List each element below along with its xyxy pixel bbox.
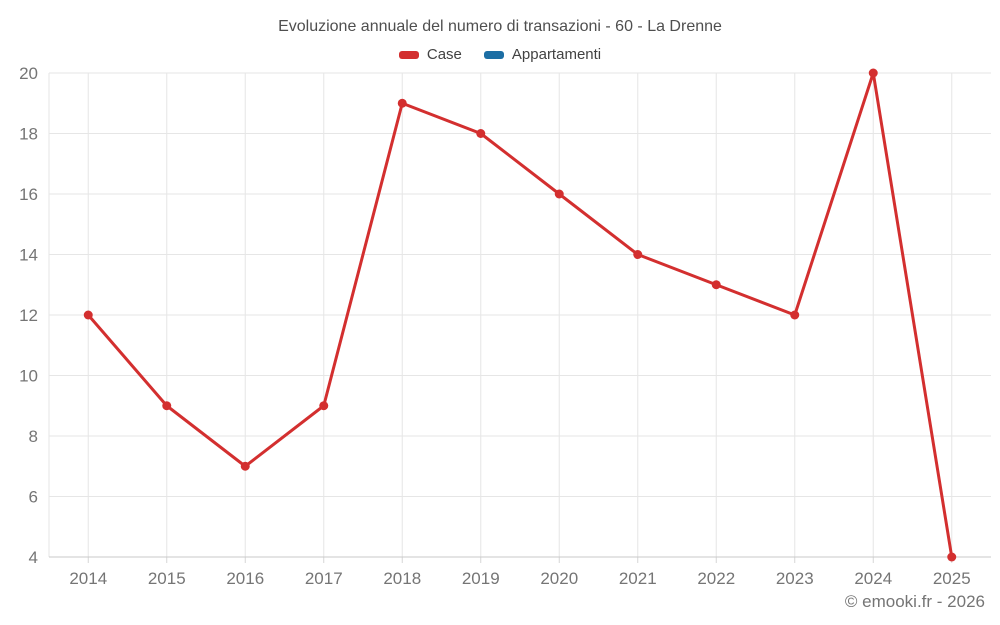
data-point-2018[interactable] xyxy=(397,98,407,108)
x-axis-tick-label: 2021 xyxy=(619,569,657,588)
data-point-2025[interactable] xyxy=(947,552,957,562)
data-point-2016[interactable] xyxy=(240,461,250,471)
watermark: © emooki.fr - 2026 xyxy=(844,592,985,611)
legend-swatch-case xyxy=(398,50,419,59)
y-axis-tick-label: 8 xyxy=(29,427,38,446)
x-axis-tick-label: 2020 xyxy=(540,569,578,588)
legend-swatch-appartamenti xyxy=(483,50,504,59)
y-axis-tick-label: 16 xyxy=(19,185,38,204)
x-axis-tick-label: 2022 xyxy=(697,569,735,588)
data-point-2019[interactable] xyxy=(476,129,486,138)
legend-item-case[interactable]: Case xyxy=(398,46,462,63)
y-axis-tick-label: 20 xyxy=(19,64,38,83)
x-axis-tick-label: 2023 xyxy=(776,569,814,588)
x-axis-tick-label: 2024 xyxy=(854,569,892,588)
y-axis-tick-label: 14 xyxy=(19,245,38,264)
data-point-2020[interactable] xyxy=(554,189,564,199)
data-point-2024[interactable] xyxy=(868,68,878,78)
series-line-case xyxy=(86,71,954,559)
legend: Case Appartamenti xyxy=(0,46,1000,63)
y-axis-tick-label: 18 xyxy=(19,124,38,143)
x-axis-tick-label: 2018 xyxy=(383,569,421,588)
data-point-2021[interactable] xyxy=(633,250,643,259)
data-point-2017[interactable] xyxy=(319,401,329,411)
y-axis-tick-label: 4 xyxy=(29,548,38,567)
data-point-2022[interactable] xyxy=(711,280,721,290)
y-axis-tick-label: 12 xyxy=(19,306,38,325)
x-axis-tick-label: 2025 xyxy=(933,569,971,588)
y-axis-tick-label: 6 xyxy=(29,487,38,506)
legend-item-appartamenti[interactable]: Appartamenti xyxy=(483,46,602,63)
data-point-2023[interactable] xyxy=(790,310,800,320)
data-point-2014[interactable] xyxy=(83,310,93,320)
data-point-2015[interactable] xyxy=(162,401,172,411)
chart-title: Evoluzione annuale del numero di transaz… xyxy=(278,18,722,35)
x-axis-tick-label: 2014 xyxy=(69,569,107,588)
y-axis-tick-label: 10 xyxy=(19,366,38,385)
x-axis-tick-label: 2015 xyxy=(148,569,186,588)
legend-label-appartamenti: Appartamenti xyxy=(511,46,602,63)
legend-label-case: Case xyxy=(426,46,462,63)
x-axis-tick-label: 2019 xyxy=(462,569,500,588)
x-axis-tick-label: 2016 xyxy=(226,569,264,588)
x-axis-tick-label: 2017 xyxy=(305,569,343,588)
